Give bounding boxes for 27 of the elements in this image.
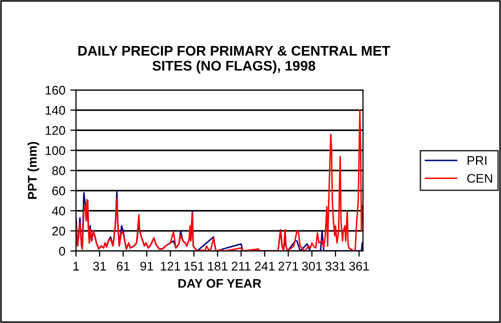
y-tick-label: 100 [46,146,66,156]
x-axis-title: DAY OF YEAR [178,278,262,288]
legend-label: PRI [468,156,486,165]
x-tick-label: 241 [254,262,275,270]
chart-title: DAILY PRECIP FOR PRIMARY & CENTRAL MET SITES (NO FLAGS), 1998 [78,46,390,74]
y-tick-label: 140 [46,106,66,115]
legend-label: CEN [467,174,492,183]
x-tick-label: 1 [73,262,79,270]
y-tick-label: 80 [52,166,66,176]
y-tick-label: 60 [52,186,66,196]
y-tick-label: 160 [46,86,66,95]
y-tick-label: 120 [46,126,66,135]
x-tick-label: 211 [232,262,250,270]
x-tick-label: 331 [326,262,346,271]
y-axis-title: PPT (mm) [28,142,40,199]
x-tick-label: 181 [208,262,228,271]
y-tick-label: 0 [59,246,66,256]
x-tick-label: 31 [93,262,106,271]
y-tick-label: 40 [52,206,66,216]
x-tick-label: 91 [140,262,154,271]
x-tick-label: 61 [116,262,130,271]
x-tick-label: 271 [278,262,298,270]
x-tick-label: 301 [302,262,322,271]
y-tick-label: 20 [52,226,66,236]
x-tick-label: 121 [160,262,180,270]
x-tick-label: 361 [349,262,369,271]
x-tick-label: 151 [184,262,204,271]
